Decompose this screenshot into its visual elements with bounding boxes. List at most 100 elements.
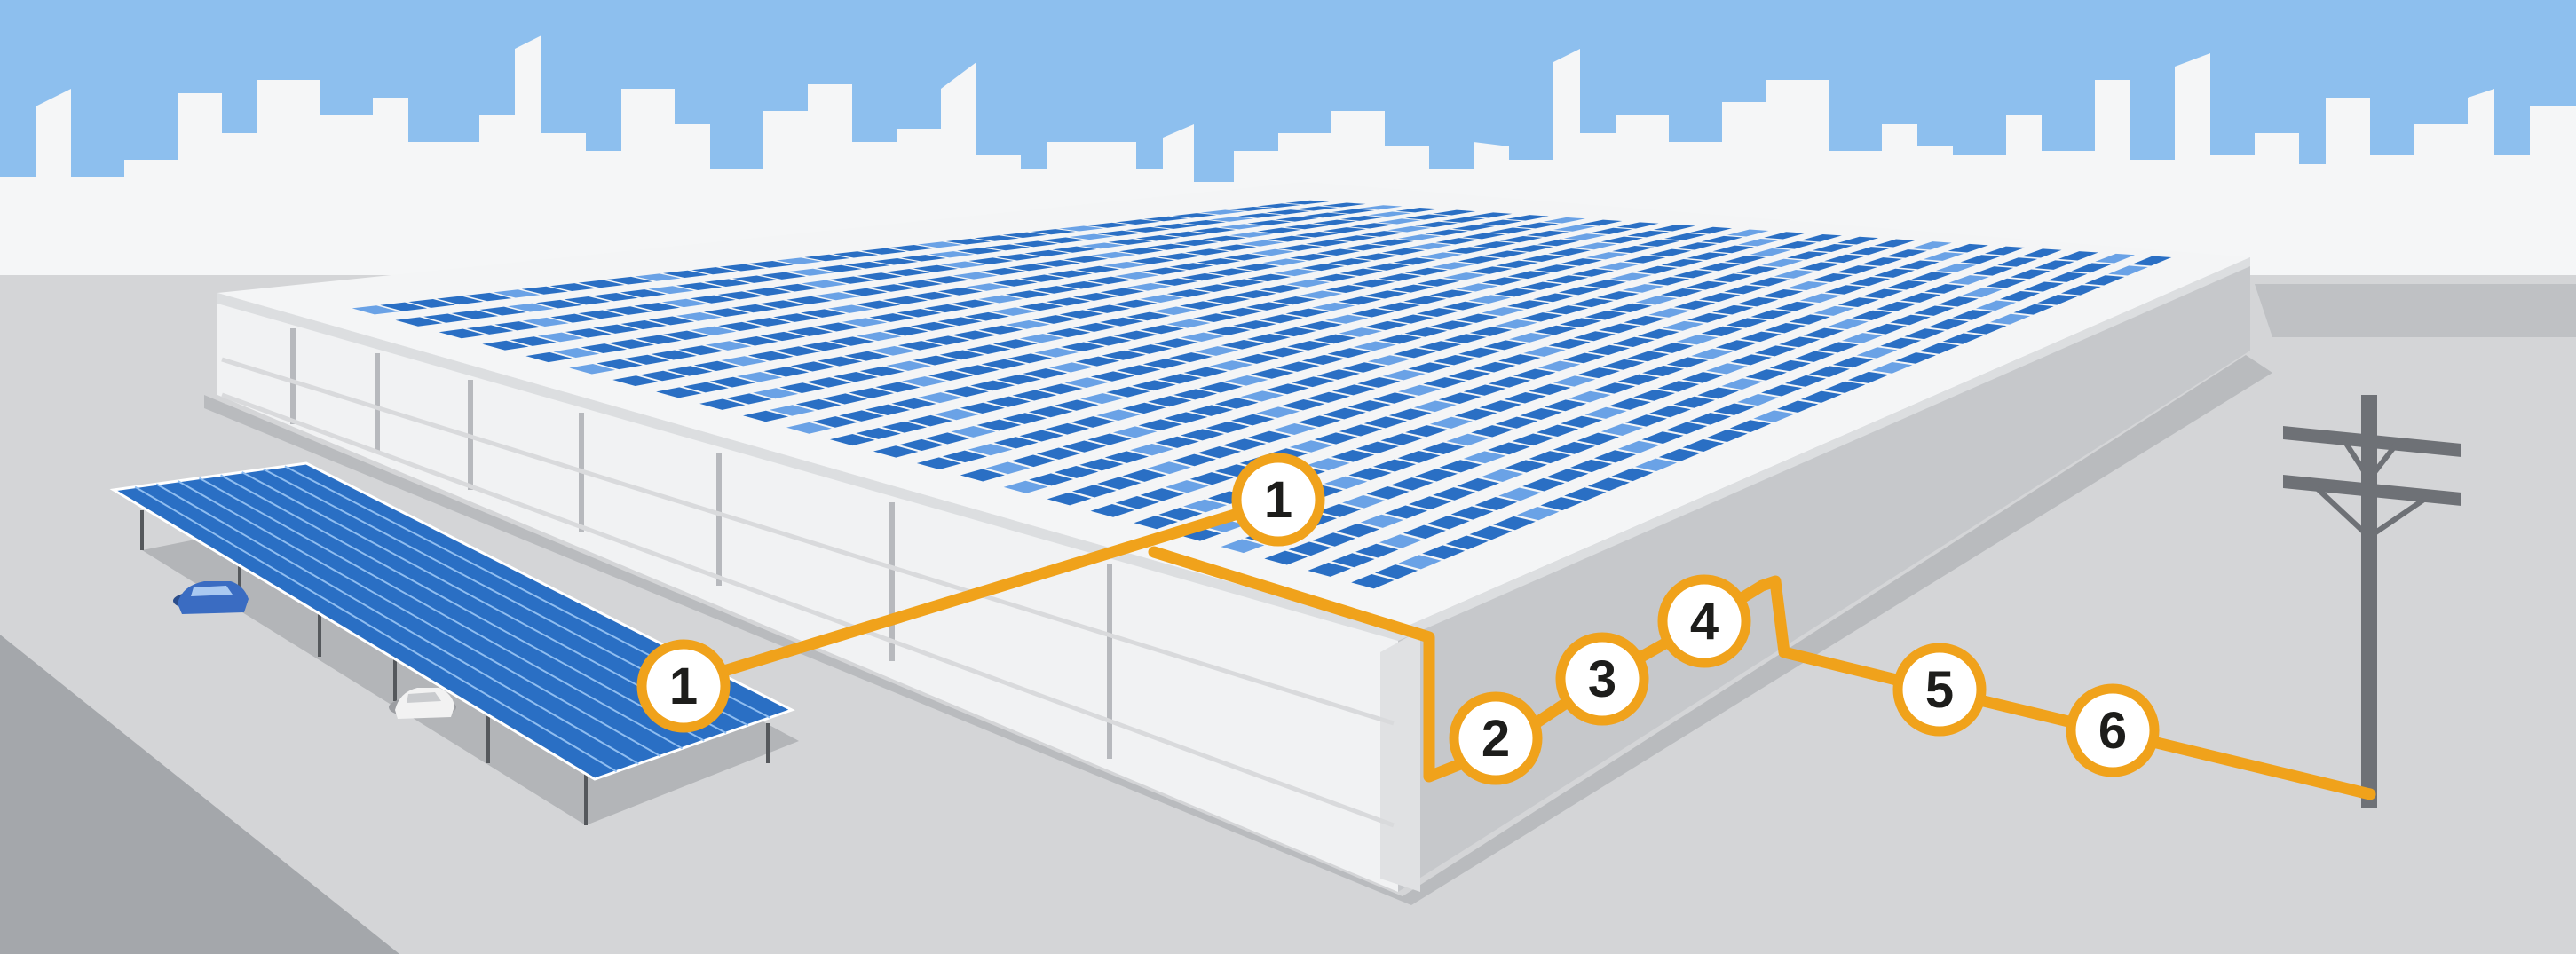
- solar-panel: [1989, 313, 2031, 325]
- solar-panel: [1504, 391, 1546, 404]
- solar-panel: [1183, 367, 1228, 377]
- solar-panel: [952, 330, 997, 340]
- building-left-wall: [217, 293, 1398, 892]
- solar-panel: [1529, 383, 1571, 396]
- solar-panel: [1657, 381, 1700, 392]
- solar-panel: [1711, 273, 1753, 282]
- solar-panel: [1545, 305, 1589, 315]
- solar-panel: [859, 366, 905, 377]
- solar-panel: [1063, 256, 1109, 263]
- solar-panel: [814, 292, 860, 301]
- solar-panel: [1059, 310, 1104, 319]
- solar-panel: [1353, 341, 1396, 351]
- solar-panel: [1298, 415, 1341, 428]
- solar-panel: [833, 371, 879, 382]
- solar-panel: [1342, 494, 1386, 509]
- solar-panel: [1155, 436, 1199, 448]
- solar-panel: [663, 270, 709, 279]
- solar-panel: [1469, 212, 1513, 218]
- solar-panel: [1087, 336, 1132, 346]
- solar-panel: [1975, 300, 2017, 311]
- solar-panel: [970, 380, 1015, 391]
- solar-panel: [1609, 303, 1653, 312]
- solar-panel: [479, 306, 526, 316]
- solar-panel: [974, 235, 1019, 241]
- solar-panel: [1075, 265, 1120, 273]
- solar-panel: [1824, 285, 1866, 295]
- solar-panel: [1563, 233, 1607, 240]
- solar-panel: [1635, 296, 1678, 305]
- solar-panel: [1687, 312, 1729, 323]
- solar-panel: [1289, 440, 1333, 453]
- solar-panel: [1367, 355, 1411, 366]
- solar-panel: [746, 288, 792, 296]
- solar-panel: [1054, 466, 1099, 478]
- solar-panel: [1112, 426, 1158, 438]
- solar-panel: [1456, 313, 1499, 323]
- solar-panel: [2023, 281, 2064, 292]
- solar-panel: [869, 313, 914, 322]
- solar-panel: [897, 280, 943, 288]
- solar-panel: [1415, 469, 1458, 482]
- solar-panel: [1126, 311, 1171, 321]
- solar-panel: [1355, 253, 1398, 261]
- solar-panel: [1653, 225, 1695, 232]
- marker-step-6: 6: [2066, 683, 2160, 777]
- solar-panel: [1046, 327, 1091, 338]
- solar-panel: [1698, 292, 1741, 303]
- solar-panel: [857, 272, 903, 280]
- solar-panel: [1837, 297, 1879, 308]
- solar-panel: [1257, 227, 1301, 233]
- solar-panel: [1824, 254, 1866, 264]
- solar-panel: [1520, 407, 1562, 420]
- solar-panel: [964, 311, 1010, 321]
- solar-panel: [1509, 333, 1552, 343]
- solar-panel: [1489, 227, 1532, 234]
- solar-panel: [1069, 233, 1114, 240]
- solar-panel: [937, 288, 984, 296]
- solar-panel: [1398, 555, 1442, 570]
- solar-panel: [1247, 220, 1292, 225]
- solar-panel: [873, 257, 919, 265]
- solar-panel: [1264, 550, 1308, 565]
- solar-panel: [1059, 225, 1104, 232]
- solar-panel: [1096, 409, 1141, 421]
- solar-panel: [1638, 239, 1680, 247]
- solar-panel: [1786, 280, 1829, 291]
- solar-panel: [1138, 419, 1182, 431]
- solar-panel: [1245, 302, 1290, 311]
- solar-panel: [2071, 263, 2112, 273]
- solar-panel: [593, 324, 639, 334]
- solar-panel: [1405, 425, 1449, 438]
- solar-panel: [1224, 375, 1268, 386]
- solar-panel: [667, 366, 713, 376]
- solar-panel: [1390, 477, 1434, 491]
- solar-panel: [1726, 318, 1767, 328]
- solar-panel: [1537, 360, 1581, 372]
- car-icon: [389, 688, 456, 719]
- solar-panel: [2084, 275, 2125, 286]
- marker-step-2: 2: [1449, 691, 1543, 785]
- solar-panel: [1062, 440, 1107, 453]
- solar-panel: [829, 434, 875, 446]
- solar-panel: [1272, 423, 1316, 435]
- solar-panel: [889, 245, 935, 251]
- solar-panel: [1034, 347, 1079, 358]
- solar-panel: [1617, 374, 1660, 385]
- solar-panel: [1393, 257, 1436, 265]
- solar-panel: [1130, 444, 1174, 456]
- solar-panel: [1079, 458, 1124, 471]
- solar-panel: [676, 311, 723, 321]
- solar-panel: [1381, 248, 1426, 256]
- solar-panel: [882, 296, 928, 304]
- solar-panel: [2047, 272, 2088, 282]
- marker-label: 1: [1264, 471, 1292, 529]
- solar-panel: [1690, 226, 1733, 234]
- solar-panel: [1313, 219, 1356, 225]
- solar-panel: [1665, 422, 1708, 435]
- solar-panel: [1727, 229, 1769, 237]
- solar-panel: [760, 272, 807, 280]
- solar-panel: [612, 375, 659, 386]
- solar-panel: [1948, 243, 1988, 253]
- solar-panel: [1612, 336, 1655, 348]
